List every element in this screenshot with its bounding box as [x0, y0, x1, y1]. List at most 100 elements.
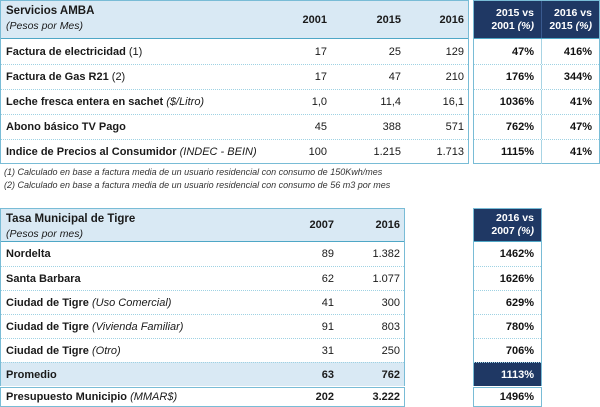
servicios-amba-table: Servicios AMBA (Pesos por Mes) 2001 2015…	[0, 0, 469, 164]
pct-row: 47% 416%	[474, 39, 599, 64]
cell-value: 17	[314, 71, 327, 83]
cell-value: 388	[382, 121, 401, 133]
servicios-amba-header: Servicios AMBA (Pesos por Mes) 2001 2015…	[1, 1, 468, 39]
cell-value: 803	[381, 320, 400, 333]
pct-value: 47%	[541, 115, 599, 139]
promedio-pct-row: 1113%	[474, 362, 541, 386]
table-row: Ciudad de Tigre (Otro) 31 250	[1, 338, 404, 362]
row-label: Ciudad de Tigre (Uso Comercial)	[6, 296, 172, 309]
pct-value: 41%	[541, 90, 599, 114]
cell-value: 31	[321, 344, 334, 357]
table-row: Factura de electricidad (1) 17 25 129	[1, 39, 468, 64]
pct-value: 1496%	[499, 391, 534, 403]
cell-value: 45	[314, 121, 327, 133]
cell-value: 571	[445, 121, 464, 133]
row-label: Nordelta	[6, 248, 51, 260]
row-label: Indice de Precios al Consumidor (INDEC -…	[6, 146, 257, 158]
cell-value: 89	[321, 248, 334, 260]
row-label: Factura de Gas R21 (2)	[6, 71, 126, 83]
cell-value: 62	[321, 272, 334, 285]
pct-row: 629%	[474, 290, 541, 314]
row-label: Factura de electricidad (1)	[6, 45, 143, 58]
pct-value: 1626%	[499, 272, 534, 285]
pct-row: 176% 344%	[474, 64, 599, 89]
footnotes: (1) Calculado en base a factura media de…	[4, 166, 390, 192]
pct-value: 780%	[505, 320, 534, 333]
table1-year-2016: 2016	[439, 13, 464, 26]
pct-row: 1462%	[474, 242, 541, 266]
cell-value: 129	[445, 45, 464, 58]
table-row: Nordelta 89 1.382	[1, 242, 404, 266]
table-row: Leche fresca entera en sachet ($/Litro) …	[1, 89, 468, 114]
pct-header: 2016 vs 2007 (%)	[474, 209, 541, 242]
pct-row: 706%	[474, 338, 541, 362]
table1-title: Servicios AMBA	[6, 5, 95, 17]
tasa-tigre-header: Tasa Municipal de Tigre (Pesos por mes) …	[1, 209, 404, 242]
cell-value: 1.077	[372, 272, 400, 285]
cell-value: 300	[381, 296, 400, 309]
tasa-tigre-pct-table: 2016 vs 2007 (%) 1462% 1626% 629% 780% 7…	[473, 208, 542, 386]
pct-value: 1462%	[499, 248, 534, 260]
cell-value: 250	[381, 344, 400, 357]
pct-header-2016vs2007: 2016 vs 2007 (%)	[491, 212, 534, 237]
cell-value: 202	[315, 391, 334, 403]
pct-header: 2015 vs 2001 (%) 2016 vs 2015 (%)	[474, 1, 599, 39]
pct-value: 762%	[505, 121, 534, 133]
pct-value: 629%	[505, 296, 534, 309]
cell-value: 100	[308, 146, 327, 158]
footnote-2: (2) Calculado en base a factura media de…	[4, 180, 391, 190]
cell-value: 91	[321, 320, 334, 333]
pct-value: 41%	[541, 140, 599, 164]
cell-value: 762	[381, 368, 400, 381]
presupuesto-pct-cell: 1496%	[473, 387, 542, 407]
pct-header-2016vs2015: 2016 vs 2015 (%)	[541, 1, 599, 38]
cell-value: 16,1	[442, 96, 464, 108]
table1-subtitle: (Pesos por Mes)	[6, 20, 84, 32]
table2-year-2007: 2007	[309, 219, 334, 231]
pct-row: 1036% 41%	[474, 89, 599, 114]
pct-row: 1115% 41%	[474, 139, 599, 164]
table-row: Santa Barbara 62 1.077	[1, 266, 404, 290]
pct-value: 176%	[505, 71, 534, 83]
cell-value: 25	[388, 45, 401, 58]
pct-value: 1036%	[499, 96, 534, 108]
pct-value: 1115%	[500, 146, 534, 158]
table2-title: Tasa Municipal de Tigre	[6, 213, 136, 225]
promedio-row: Promedio 63 762	[1, 362, 404, 386]
cell-value: 63	[321, 368, 334, 381]
cell-value: 41	[321, 296, 334, 309]
table1-year-2015: 2015	[376, 13, 401, 26]
pct-value: 344%	[541, 65, 599, 89]
row-label: Ciudad de Tigre (Vivienda Familiar)	[6, 320, 184, 333]
row-label: Abono básico TV Pago	[6, 121, 126, 133]
pct-row: 780%	[474, 314, 541, 338]
table2-subtitle: (Pesos por mes)	[6, 228, 84, 240]
cell-value: 47	[388, 71, 401, 83]
presupuesto-row: Presupuesto Municipio (MMAR$) 202 3.222	[0, 387, 405, 407]
table-row: Factura de Gas R21 (2) 17 47 210	[1, 64, 468, 89]
pct-row: 762% 47%	[474, 114, 599, 139]
cell-value: 1,0	[311, 96, 327, 108]
cell-value: 17	[314, 45, 327, 58]
cell-value: 210	[445, 71, 464, 83]
pct-row: 1626%	[474, 266, 541, 290]
table-row: Ciudad de Tigre (Uso Comercial) 41 300	[1, 290, 404, 314]
table2-year-2016: 2016	[375, 219, 400, 231]
cell-value: 1.713	[436, 146, 464, 158]
row-label: Santa Barbara	[6, 272, 81, 285]
row-label: Promedio	[6, 368, 57, 381]
tasa-tigre-table: Tasa Municipal de Tigre (Pesos por mes) …	[0, 208, 405, 386]
row-label: Leche fresca entera en sachet ($/Litro)	[6, 96, 205, 108]
table-row: Ciudad de Tigre (Vivienda Familiar) 91 8…	[1, 314, 404, 338]
row-label: Ciudad de Tigre (Otro)	[6, 344, 121, 357]
cell-value: 11,4	[380, 96, 401, 108]
cell-value: 1.215	[373, 146, 401, 158]
footnote-1: (1) Calculado en base a factura media de…	[4, 167, 383, 177]
pct-value: 706%	[505, 344, 534, 357]
pct-header-2015vs2001: 2015 vs 2001 (%)	[491, 6, 534, 32]
servicios-amba-pct-table: 2015 vs 2001 (%) 2016 vs 2015 (%) 47% 41…	[473, 0, 600, 164]
cell-value: 3.222	[372, 391, 400, 403]
row-label: Presupuesto Municipio (MMAR$)	[6, 391, 178, 403]
table-row: Abono básico TV Pago 45 388 571	[1, 114, 468, 139]
